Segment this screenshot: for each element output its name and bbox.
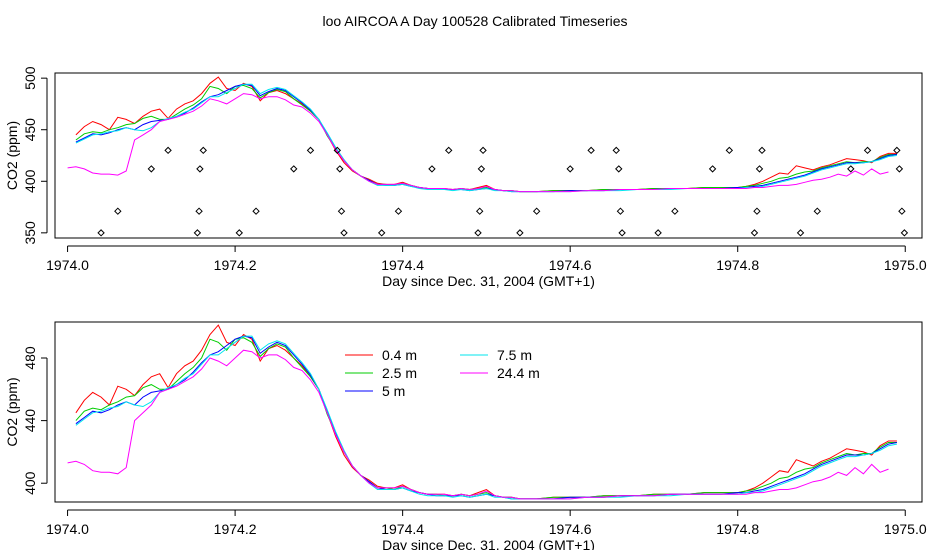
flag-point [474,229,482,237]
flag-point [753,207,761,215]
flag-point [895,165,904,173]
flag-point [306,146,315,155]
x-axis-title: Day since Dec. 31, 2004 (GMT+1) [382,273,595,289]
flag-point [566,165,574,173]
y-axis-title: CO2 (ppm) [4,121,20,190]
series-line-7-5-m [75,83,897,193]
flag-point [195,207,203,215]
y-tick-label: 400 [22,471,38,495]
x-axis: 1974.0 1974.2 1974.4 1974.6 1974.8 1975.0 Day … [46,509,927,550]
flag-point [532,207,541,215]
series-line-24-4-m [67,93,889,193]
legend-label-0-4-m: 0.4 m [382,347,417,363]
y-tick-label: 440 [22,409,38,433]
x-axis: 1974.0 1974.2 1974.4 1974.6 1974.8 1975.0 Day … [46,245,927,289]
flag-point [336,165,344,173]
series-line-0-4-m [75,76,897,193]
flag-point [252,207,260,215]
flag-point [516,229,524,237]
plot-frame [54,72,923,239]
y-axis-title: CO2 (ppm) [4,377,20,446]
flag-point [616,207,625,215]
plot-frame [54,321,923,503]
flag-point [758,146,766,155]
y-tick-label: 500 [22,66,38,90]
bottom-panel: 1974.0 1974.2 1974.4 1974.6 1974.8 1975.0 Day … [4,321,927,550]
x-tick-label: 1974.2 [214,521,257,537]
flag-point [199,146,207,155]
x-tick-label: 1974.8 [716,521,759,537]
flag-point [445,146,453,155]
x-tick-label: 1974.2 [214,257,257,273]
flag-point [475,207,484,215]
series-line-0-4-m [75,324,897,500]
flag-points [97,146,909,237]
y-tick-label: 400 [22,169,38,193]
flag-point [796,229,805,237]
x-tick-label: 1974.8 [716,257,759,273]
flag-point [340,229,348,237]
series-group [67,324,897,500]
flag-point [618,229,626,237]
flag-point [114,207,122,215]
flag-point [377,229,386,237]
flag-point [671,207,679,215]
x-axis-title: Day since Dec. 31, 2004 (GMT+1) [382,537,595,550]
y-axis: 350 400 450 500 CO2 (ppm) [4,66,48,245]
flag-point [725,146,734,155]
flag-point [654,229,662,237]
top-panel: 1974.0 1974.2 1974.4 1974.6 1974.8 1975.0 Day … [4,66,927,289]
flag-point [337,207,346,215]
legend-label-24-4-m: 24.4 m [497,365,540,381]
flag-point [479,146,487,155]
x-tick-label: 1974.0 [46,521,89,537]
flag-point [900,229,909,237]
x-tick-label: 1974.6 [549,521,592,537]
flag-point [147,165,156,173]
flag-point [587,146,595,155]
x-tick-label: 1974.4 [381,521,424,537]
y-tick-label: 350 [22,221,38,245]
series-line-24-4-m [67,349,889,500]
series-line-7-5-m [75,335,897,500]
flag-point [863,146,872,155]
flag-point [708,165,717,173]
x-tick-label: 1975.0 [884,521,927,537]
legend-label-2-5-m: 2.5 m [382,365,417,381]
flag-point [97,229,105,237]
flag-point [428,165,436,173]
flag-point [196,165,204,173]
flag-point [750,229,759,237]
flag-point [615,165,623,173]
flag-point [333,146,342,155]
flag-point [477,165,486,173]
flag-point [193,229,202,237]
flag-point [847,165,855,173]
flag-point [813,207,821,215]
x-tick-label: 1974.4 [381,257,424,273]
legend: 0.4 m 2.5 m 5 m 7.5 m 24.4 m [345,347,540,399]
legend-label-7-5-m: 7.5 m [497,347,532,363]
flag-point [755,165,764,173]
legend-label-5-m: 5 m [382,383,405,399]
x-tick-label: 1974.6 [549,257,592,273]
x-tick-label: 1974.0 [46,257,89,273]
flag-point [164,146,172,155]
flag-point [898,207,906,215]
flag-point [612,146,620,155]
series-group [67,76,897,193]
series-line-5-m [75,335,897,500]
x-tick-label: 1975.0 [884,257,927,273]
flag-point [394,207,403,215]
flag-point [235,229,243,237]
chart-title: loo AIRCOA A Day 100528 Calibrated Times… [322,13,627,29]
y-tick-label: 450 [22,118,38,142]
y-tick-label: 480 [22,346,38,370]
flag-point [893,146,901,155]
flag-point [290,165,298,173]
